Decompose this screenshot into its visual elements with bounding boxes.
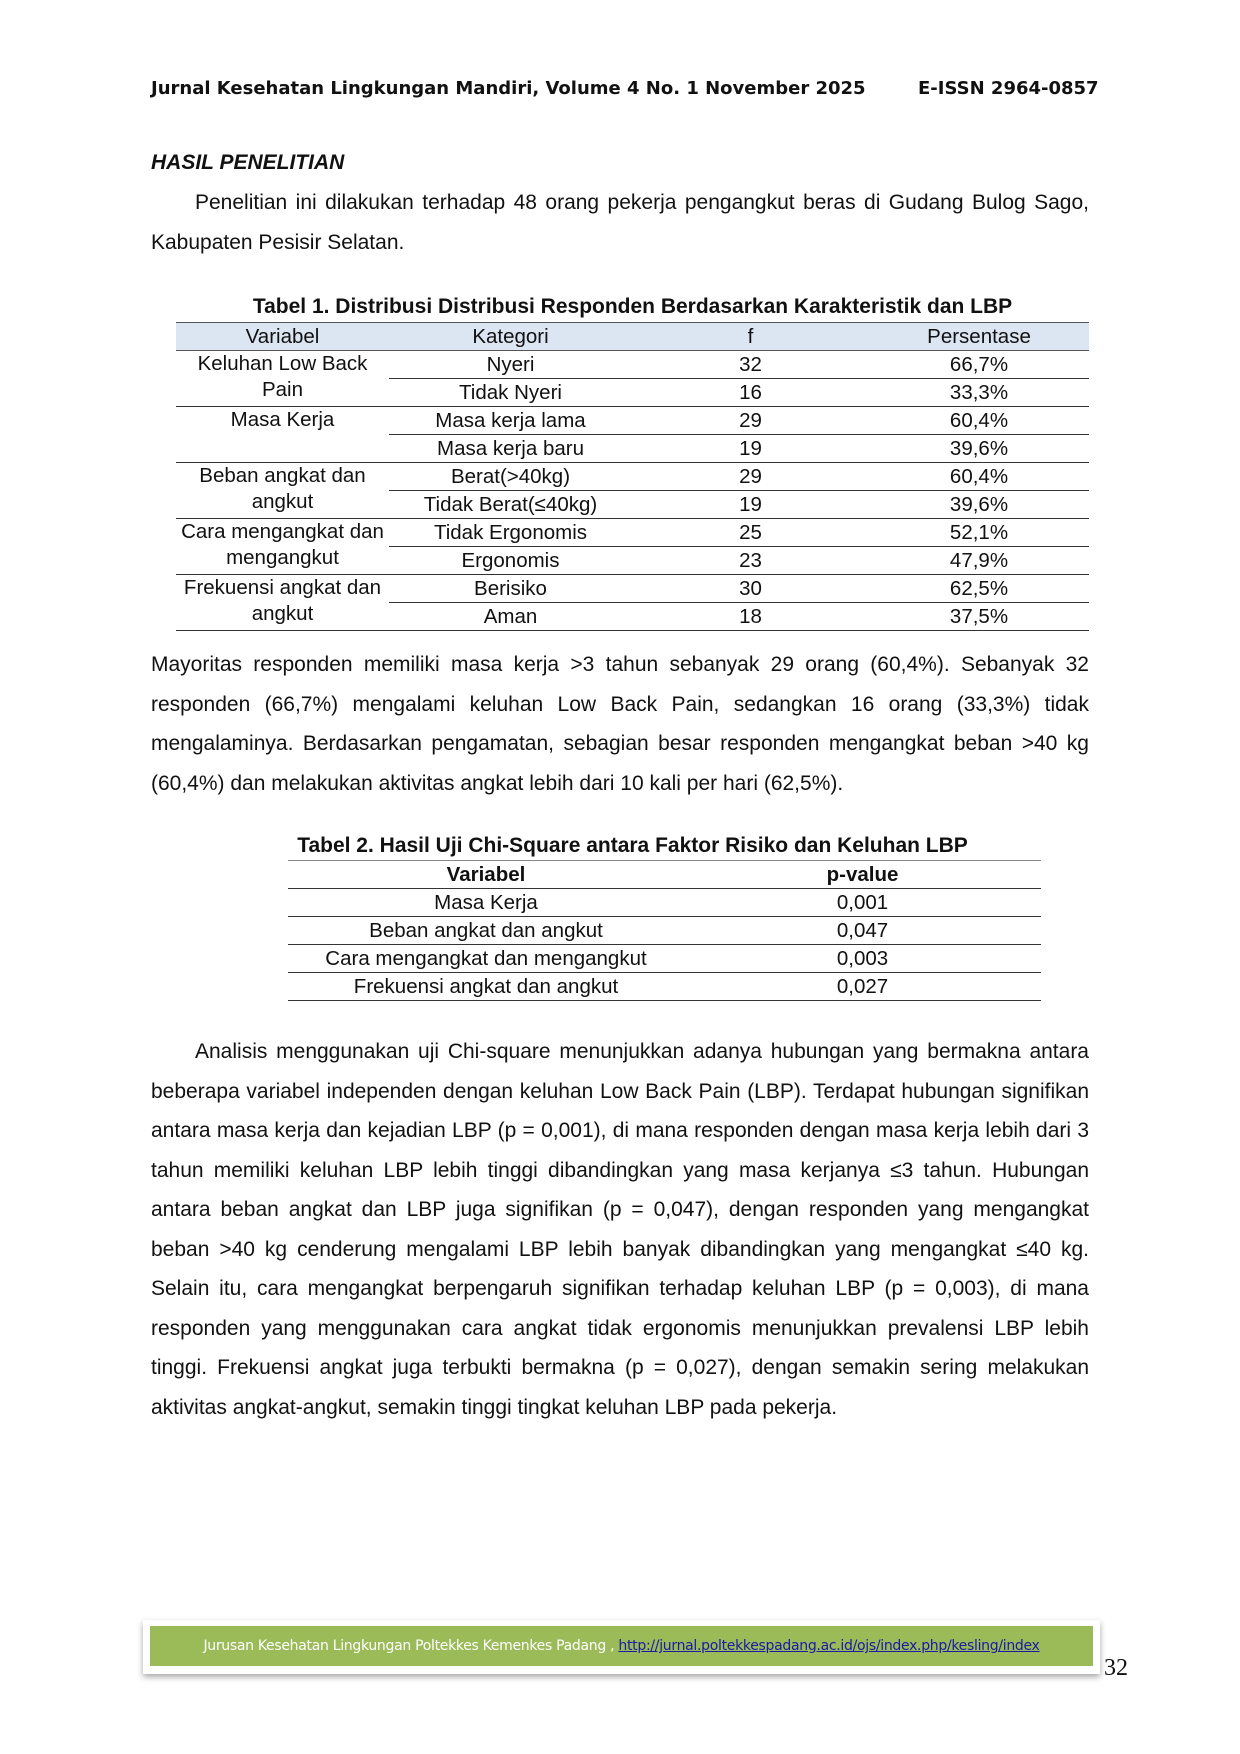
table-row: Masa Kerja Masa kerja lama 29 60,4%	[176, 406, 1089, 463]
variable-cell: Beban angkat dan angkut	[288, 916, 684, 945]
table-row: Masa kerja baru 19 39,6%	[176, 434, 1089, 463]
frequency-cell: 19	[632, 490, 869, 519]
percentage-cell: 37,5%	[869, 602, 1089, 631]
col-header: Variabel	[288, 860, 684, 889]
table2-caption: Tabel 2. Hasil Uji Chi-Square antara Fak…	[297, 834, 968, 857]
p-value-cell: 0,001	[684, 888, 1041, 917]
table-row: Cara mengangkat dan mengangkut Tidak Ergo…	[176, 518, 1089, 575]
col-header: Variabel	[176, 322, 389, 351]
table-row: Keluhan Low Back Pain Nyeri 32 66,7%	[176, 350, 1089, 407]
analysis-paragraph: Analisis menggunakan uji Chi-square menu…	[151, 1040, 1089, 1419]
section-title: HASIL PENELITIAN	[151, 151, 345, 174]
category-cell: Masa kerja baru	[389, 434, 632, 463]
table-row: Masa Kerja 0,001	[288, 888, 1041, 917]
intro-paragraph: Penelitian ini dilakukan terhadap 48 ora…	[151, 191, 1089, 254]
frequency-cell: 18	[632, 602, 869, 631]
table-row: Tidak Nyeri 16 33,3%	[176, 378, 1089, 407]
frequency-cell: 29	[632, 462, 869, 491]
percentage-cell: 52,1%	[869, 518, 1089, 547]
category-cell: Nyeri	[389, 350, 632, 379]
table-row: Beban angkat dan angkut Berat(>40kg) 29 60,…	[176, 462, 1089, 519]
frequency-cell: 19	[632, 434, 869, 463]
percentage-cell: 39,6%	[869, 434, 1089, 463]
table-row: Aman 18 37,5%	[176, 602, 1089, 631]
percentage-cell: 66,7%	[869, 350, 1089, 379]
variable-cell: Beban angkat dan angkut	[176, 462, 389, 519]
frequency-cell: 29	[632, 406, 869, 435]
table1: Variabel Kategori f Persentase Keluhan L…	[176, 322, 1089, 631]
category-cell: Aman	[389, 602, 632, 631]
footer-text: Jurusan Kesehatan Lingkungan Poltekkes K…	[203, 1638, 619, 1654]
frequency-cell: 23	[632, 546, 869, 575]
category-cell: Tidak Berat(≤40kg)	[389, 490, 632, 519]
category-cell: Berat(>40kg)	[389, 462, 632, 491]
category-cell: Masa kerja lama	[389, 406, 632, 435]
variable-cell: Frekuensi angkat dan angkut	[288, 972, 684, 1001]
variable-cell: Cara mengangkat dan mengangkut	[288, 944, 684, 973]
frequency-cell: 16	[632, 378, 869, 407]
col-header: p-value	[684, 860, 1041, 889]
col-header: f	[632, 322, 869, 351]
journal-title: Jurnal Kesehatan Lingkungan Mandiri, Vol…	[151, 78, 866, 99]
variable-cell: Cara mengangkat dan mengangkut	[176, 518, 389, 575]
col-header: Persentase	[869, 322, 1089, 351]
issn: E-ISSN 2964-0857	[918, 78, 1099, 99]
journal-link[interactable]: http://jurnal.poltekkespadang.ac.id/ojs/…	[618, 1638, 1040, 1654]
category-cell: Tidak Ergonomis	[389, 518, 632, 547]
category-cell: Ergonomis	[389, 546, 632, 575]
page-number: 32	[1104, 1655, 1128, 1681]
category-cell: Berisiko	[389, 574, 632, 603]
variable-cell: Frekuensi angkat dan angkut	[176, 574, 389, 631]
table-row: Beban angkat dan angkut 0,047	[288, 916, 1041, 945]
percentage-cell: 39,6%	[869, 490, 1089, 519]
variable-cell: Keluhan Low Back Pain	[176, 350, 389, 407]
frequency-cell: 32	[632, 350, 869, 379]
table-row: Frekuensi angkat dan angkut Berisiko 30 62,…	[176, 574, 1089, 631]
table-row: Ergonomis 23 47,9%	[176, 546, 1089, 575]
variable-cell: Masa Kerja	[288, 888, 684, 917]
footer-banner: Jurusan Kesehatan Lingkungan Poltekkes K…	[143, 1620, 1100, 1674]
table2: Variabel p-value Masa Kerja 0,001 Beban an…	[288, 860, 1041, 1001]
p-value-cell: 0,003	[684, 944, 1041, 973]
category-cell: Tidak Nyeri	[389, 378, 632, 407]
percentage-cell: 47,9%	[869, 546, 1089, 575]
table-row: Cara mengangkat dan mengangkut 0,003	[288, 944, 1041, 973]
percentage-cell: 33,3%	[869, 378, 1089, 407]
percentage-cell: 62,5%	[869, 574, 1089, 603]
frequency-cell: 30	[632, 574, 869, 603]
p-value-cell: 0,027	[684, 972, 1041, 1001]
col-header: Kategori	[389, 322, 632, 351]
percentage-cell: 60,4%	[869, 462, 1089, 491]
summary-paragraph: Mayoritas responden memiliki masa kerja …	[151, 653, 1089, 795]
table-row: Tidak Berat(≤40kg) 19 39,6%	[176, 490, 1089, 519]
table-row: Frekuensi angkat dan angkut 0,027	[288, 972, 1041, 1001]
p-value-cell: 0,047	[684, 916, 1041, 945]
variable-cell: Masa Kerja	[176, 406, 389, 463]
table1-caption: Tabel 1. Distribusi Distribusi Responden…	[252, 295, 1013, 318]
frequency-cell: 25	[632, 518, 869, 547]
percentage-cell: 60,4%	[869, 406, 1089, 435]
